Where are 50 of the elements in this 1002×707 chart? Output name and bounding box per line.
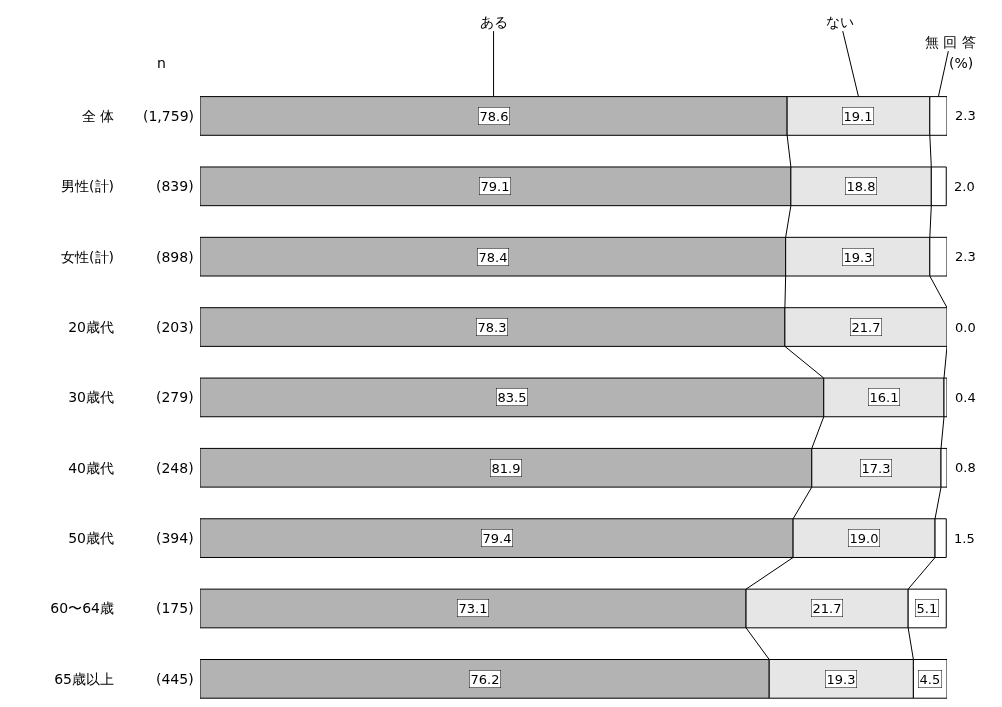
text: (248) [156,460,194,476]
y-tick-label: 40歳代 [68,459,114,476]
y-tick-label: 20歳代 [68,318,114,335]
data-label: 19.0 [849,530,879,546]
y-tick-label: 女性(計) [61,248,114,265]
data-label: 78.4 [478,249,508,265]
text: (394) [156,530,194,546]
data-label: 83.5 [497,389,527,405]
data-label: 19.3 [843,249,873,265]
data-label: 78.3 [477,319,507,335]
text: (839) [156,178,194,194]
data-label: 0.4 [955,390,976,405]
text: (1,759) [143,108,195,124]
data-label: 19.3 [826,671,856,687]
data-label: 2.3 [955,249,976,264]
data-label: 4.5 [919,671,941,687]
y-tick-label: 60〜64歳 [50,600,114,617]
text: (175) [156,600,194,616]
text: (%) [949,55,974,71]
data-label: 73.1 [458,600,488,616]
y-tick-label: 全 体 [81,107,114,124]
data-label: 0.8 [955,460,976,475]
text: ある [480,14,508,30]
text: (898) [156,249,194,265]
text: (279) [156,389,194,405]
y-tick-label: 30歳代 [68,389,114,406]
data-label: 79.4 [482,530,512,546]
data-label: 76.2 [470,671,500,687]
y-tick-label: 男性(計) [61,178,114,195]
data-label: 5.1 [916,600,938,616]
data-label: 2.3 [955,108,976,123]
data-label: 79.1 [480,178,510,194]
data-label: 21.7 [812,600,842,616]
data-label: 1.5 [954,531,975,546]
data-label: 2.0 [954,179,975,194]
data-label: 81.9 [491,460,521,476]
data-label: 17.3 [861,460,891,476]
text: (203) [156,319,194,335]
text: (445) [156,671,194,687]
text: 無 回 答 [925,34,976,50]
y-tick-label: 65歳以上 [54,670,114,687]
text: ない [826,14,854,30]
data-label: 19.1 [843,108,873,124]
text: n [157,55,166,71]
y-tick-label: 50歳代 [68,530,114,547]
data-label: 16.1 [869,389,899,405]
data-label: 0.0 [955,320,976,335]
data-label: 78.6 [479,108,509,124]
data-label: 18.8 [846,178,876,194]
data-label: 21.7 [851,319,881,335]
